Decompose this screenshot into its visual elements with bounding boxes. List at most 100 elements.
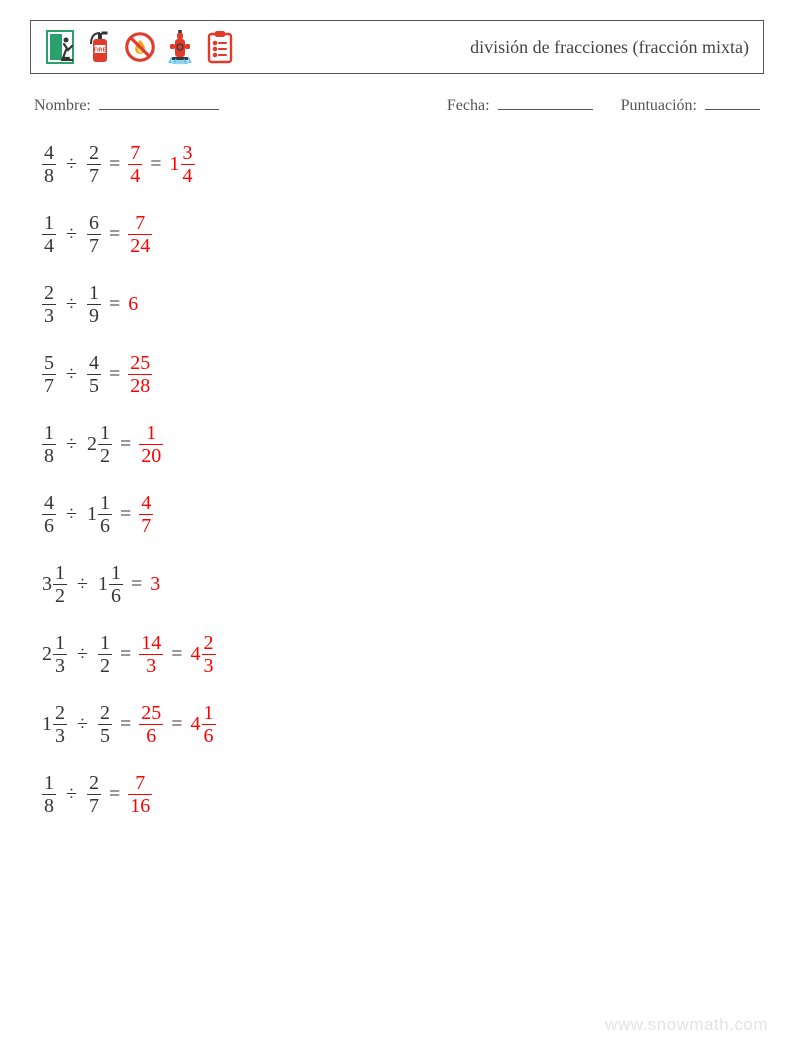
fraction: 57 <box>42 353 56 396</box>
fraction: 18 <box>42 423 56 466</box>
fire-extinguisher-icon: FIRE <box>85 29 115 65</box>
divide-op: ÷ <box>66 783 77 806</box>
clipboard-icon <box>205 29 235 65</box>
fraction-stack: 67 <box>87 213 101 256</box>
score-blank[interactable] <box>705 92 760 110</box>
numerator: 2 <box>98 703 112 724</box>
denominator: 3 <box>42 305 56 326</box>
whole-part: 1 <box>42 713 52 736</box>
fraction-stack: 23 <box>202 633 216 676</box>
equals: = <box>120 713 131 736</box>
whole-part: 2 <box>87 433 97 456</box>
name-blank[interactable] <box>99 92 219 110</box>
equals: = <box>109 223 120 246</box>
whole-part: 4 <box>191 643 201 666</box>
numerator: 2 <box>42 283 56 304</box>
fraction-stack: 57 <box>42 353 56 396</box>
fraction-stack: 120 <box>139 423 163 466</box>
divide-op: ÷ <box>66 293 77 316</box>
numerator: 1 <box>42 773 56 794</box>
numerator: 1 <box>109 563 123 584</box>
denominator: 20 <box>139 445 163 466</box>
fraction-stack: 18 <box>42 423 56 466</box>
numerator: 7 <box>133 213 147 234</box>
fraction: 46 <box>42 493 56 536</box>
fraction: 2528 <box>128 353 152 396</box>
equals: = <box>120 433 131 456</box>
problem-row: 46÷116=47 <box>42 491 764 539</box>
fraction: 12 <box>98 633 112 676</box>
watermark: www.snowmath.com <box>605 1015 768 1035</box>
denominator: 4 <box>128 165 142 186</box>
mixed-number: 212 <box>87 423 112 466</box>
numerator: 1 <box>98 633 112 654</box>
denominator: 3 <box>144 655 158 676</box>
denominator: 4 <box>42 235 56 256</box>
name-field: Nombre: <box>34 92 219 115</box>
date-field: Fecha: <box>447 92 593 115</box>
numerator: 4 <box>42 493 56 514</box>
equals: = <box>171 713 182 736</box>
fraction: 67 <box>87 213 101 256</box>
fraction-stack: 724 <box>128 213 152 256</box>
denominator: 24 <box>128 235 152 256</box>
meta-row: Nombre: Fecha: Puntuación: <box>34 92 760 115</box>
divide-op: ÷ <box>66 363 77 386</box>
date-blank[interactable] <box>498 92 593 110</box>
problem-row: 18÷27=716 <box>42 771 764 819</box>
fraction-stack: 256 <box>139 703 163 746</box>
integer-answer: 3 <box>150 573 160 596</box>
denominator: 6 <box>42 515 56 536</box>
equals: = <box>120 643 131 666</box>
fraction: 14 <box>42 213 56 256</box>
fraction: 23 <box>42 283 56 326</box>
equals: = <box>109 293 120 316</box>
whole-part: 1 <box>87 503 97 526</box>
numerator: 1 <box>53 633 67 654</box>
equals: = <box>109 153 120 176</box>
denominator: 7 <box>87 795 101 816</box>
worksheet-header: FIRE división de fracciones (fracción mi… <box>30 20 764 74</box>
numerator: 2 <box>202 633 216 654</box>
denominator: 6 <box>144 725 158 746</box>
fraction: 143 <box>139 633 163 676</box>
equals: = <box>171 643 182 666</box>
denominator: 3 <box>53 725 67 746</box>
numerator: 4 <box>87 353 101 374</box>
denominator: 8 <box>42 165 56 186</box>
fraction: 48 <box>42 143 56 186</box>
numerator: 1 <box>202 703 216 724</box>
fraction-stack: 23 <box>53 703 67 746</box>
mixed-number: 312 <box>42 563 67 606</box>
numerator: 2 <box>87 143 101 164</box>
problem-row: 213÷12=143=423 <box>42 631 764 679</box>
fraction: 74 <box>128 143 142 186</box>
divide-op: ÷ <box>66 433 77 456</box>
fraction: 27 <box>87 143 101 186</box>
worksheet-title: división de fracciones (fracción mixta) <box>470 37 749 58</box>
fraction-stack: 716 <box>128 773 152 816</box>
no-fire-icon <box>125 29 155 65</box>
fraction-stack: 12 <box>98 633 112 676</box>
problem-row: 23÷19=6 <box>42 281 764 329</box>
integer-answer: 6 <box>128 293 138 316</box>
fraction-stack: 14 <box>42 213 56 256</box>
numerator: 1 <box>53 563 67 584</box>
fraction: 47 <box>139 493 153 536</box>
fraction-stack: 16 <box>98 493 112 536</box>
name-label: Nombre: <box>34 97 91 114</box>
equals: = <box>120 503 131 526</box>
divide-op: ÷ <box>77 713 88 736</box>
date-label: Fecha: <box>447 97 490 114</box>
denominator: 16 <box>128 795 152 816</box>
equals: = <box>109 783 120 806</box>
divide-op: ÷ <box>66 223 77 246</box>
fraction-stack: 16 <box>109 563 123 606</box>
equals: = <box>109 363 120 386</box>
mixed-number: 134 <box>170 143 195 186</box>
fraction: 45 <box>87 353 101 396</box>
numerator: 1 <box>144 423 158 444</box>
fraction-stack: 34 <box>181 143 195 186</box>
numerator: 7 <box>133 773 147 794</box>
denominator: 9 <box>87 305 101 326</box>
